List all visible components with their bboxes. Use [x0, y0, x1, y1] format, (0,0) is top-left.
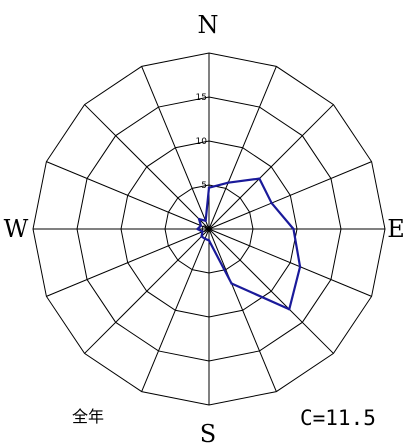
spoke-ENE: [208, 161, 372, 230]
tick-label-5: 5: [201, 181, 207, 191]
data-point-NNE: [226, 181, 230, 184]
data-point-N: [207, 186, 211, 189]
data-point-WNW: [199, 224, 203, 227]
data-point-NE: [258, 177, 261, 180]
tick-label-0: 0: [201, 225, 207, 235]
tick-label-10: 10: [196, 137, 208, 147]
data-point-NW: [197, 217, 201, 221]
spoke-SSE: [208, 228, 277, 392]
data-point-W: [196, 227, 199, 231]
compass-label-west: W: [4, 215, 29, 243]
compass-label-north: N: [198, 11, 219, 39]
spoke-WNW: [46, 161, 210, 230]
wind-frequency-series: [196, 177, 302, 311]
spoke-ESE: [208, 228, 372, 297]
polar-grid: [32, 52, 386, 406]
data-point-ENE: [270, 201, 273, 205]
spoke-NNE: [208, 66, 277, 230]
period-label: 全年: [72, 407, 104, 426]
spoke-SE: [208, 228, 334, 354]
compass-label-south: S: [200, 420, 216, 443]
data-point-NNW: [204, 219, 207, 223]
tick-label-15: 15: [196, 93, 207, 103]
spoke-NE: [208, 104, 334, 230]
radial-tick-labels: 0 5 10 15: [196, 93, 208, 235]
calm-label: C=11.5: [300, 406, 376, 430]
data-point-WSW: [201, 230, 204, 233]
data-point-SW: [200, 235, 203, 238]
data-point-E: [292, 227, 295, 231]
spoke-SW: [84, 228, 210, 354]
series-line: [196, 177, 302, 311]
spoke-NNW: [141, 66, 210, 230]
compass-label-east: E: [387, 215, 405, 243]
data-point-SE: [288, 308, 291, 311]
data-point-ESE: [298, 265, 302, 268]
spoke-WSW: [46, 228, 210, 297]
data-point-SSW: [203, 237, 207, 240]
data-point-S: [207, 239, 211, 242]
spoke-NW: [84, 104, 210, 230]
data-point-SSE: [230, 282, 233, 285]
spoke-SSW: [141, 228, 210, 392]
